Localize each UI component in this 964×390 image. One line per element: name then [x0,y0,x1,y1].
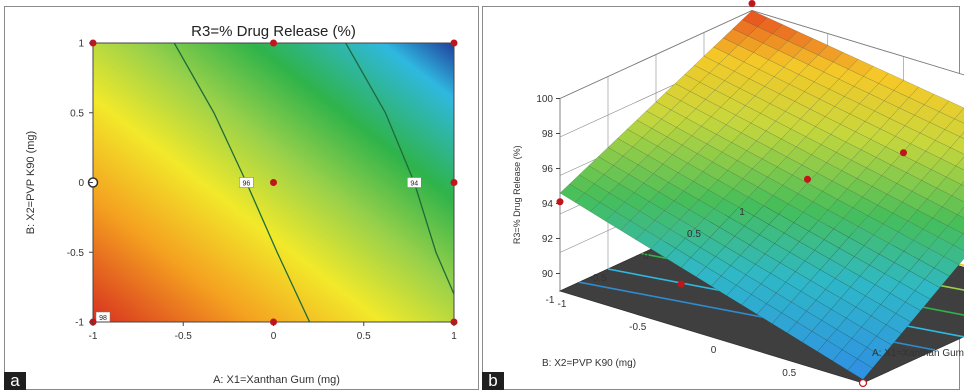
surface-cell [944,118,964,137]
b-tick-label: 1 [739,207,745,218]
a-axis-label: A: X1=Xanthan Gum (mg) [872,348,964,359]
z-tick-label: 94 [542,199,554,210]
contour-label-box [407,177,422,188]
x-tick-label: 0.5 [357,331,371,342]
y-tick-label: 1 [78,39,84,50]
y-tick-label: -1 [75,318,84,329]
design-point [270,179,277,186]
z-axis-label: R3=% Drug Release (%) [512,145,522,244]
design-point [748,0,756,7]
design-point [677,280,685,288]
a-tick-label: 0.5 [782,368,796,379]
design-point [450,179,458,186]
b-tick-label: 0 [643,251,649,262]
panel-letter-a: a [4,372,26,390]
chart-title: R3=% Drug Release (%) [191,23,356,40]
surface-cell [946,165,964,185]
surface-cell [947,214,964,234]
surface-cell [954,107,964,124]
design-point [556,198,564,206]
surface-cell [941,195,964,215]
design-point [450,39,458,47]
panel-letter-b: b [482,372,504,390]
corner-label: 98 [99,315,107,322]
surface-cell [939,100,964,120]
z-tick-label: 90 [542,269,554,280]
contour-label: 94 [410,181,418,188]
z-tick-label: 98 [542,129,554,140]
x-tick-label: -1 [89,331,98,342]
x-tick-label: 1 [451,331,457,342]
y-tick-label: 0 [78,178,84,189]
a-tick-label: 0 [711,345,717,356]
x-tick-label: 0 [271,331,277,342]
design-point [804,175,811,183]
y-tick-label: 0.5 [70,108,84,119]
surface-mesh [559,10,964,380]
contour-plot: 96 94 98 -1 -0.5 0 0.5 1 -1 -0.5 0 0.5 1 R3=% Drug Re… [25,23,458,386]
z-tick-label: 100 [536,94,553,105]
b-tick-label: -1 [546,295,555,306]
a-tick-label: -0.5 [629,322,647,333]
contour-label-box [239,177,254,188]
surface-cell [943,244,964,265]
surface-cell [940,147,964,167]
design-point [900,149,907,157]
surface-cell [950,136,964,155]
y-tick-label: -0.5 [67,248,85,259]
b-tick-label: 0.5 [687,229,701,240]
surface-cell [951,184,964,202]
y-axis-label: B: X2=PVP K90 (mg) [25,131,37,234]
surface-cell [961,181,964,186]
a-tick-label: -1 [558,299,567,310]
b-axis-label: B: X2=PVP K90 (mg) [542,358,636,369]
design-point [270,39,277,47]
surface-cell [959,131,964,139]
center-point [858,378,868,388]
z-tick-label: 92 [542,234,554,245]
x-tick-label: -0.5 [175,331,193,342]
contour-label: 96 [243,181,251,188]
b-tick-label: -0.5 [589,273,607,284]
x-axis-label: A: X1=Xanthan Gum (mg) [213,374,340,386]
z-tick-label: 96 [542,164,554,175]
surface-cell [955,156,964,171]
